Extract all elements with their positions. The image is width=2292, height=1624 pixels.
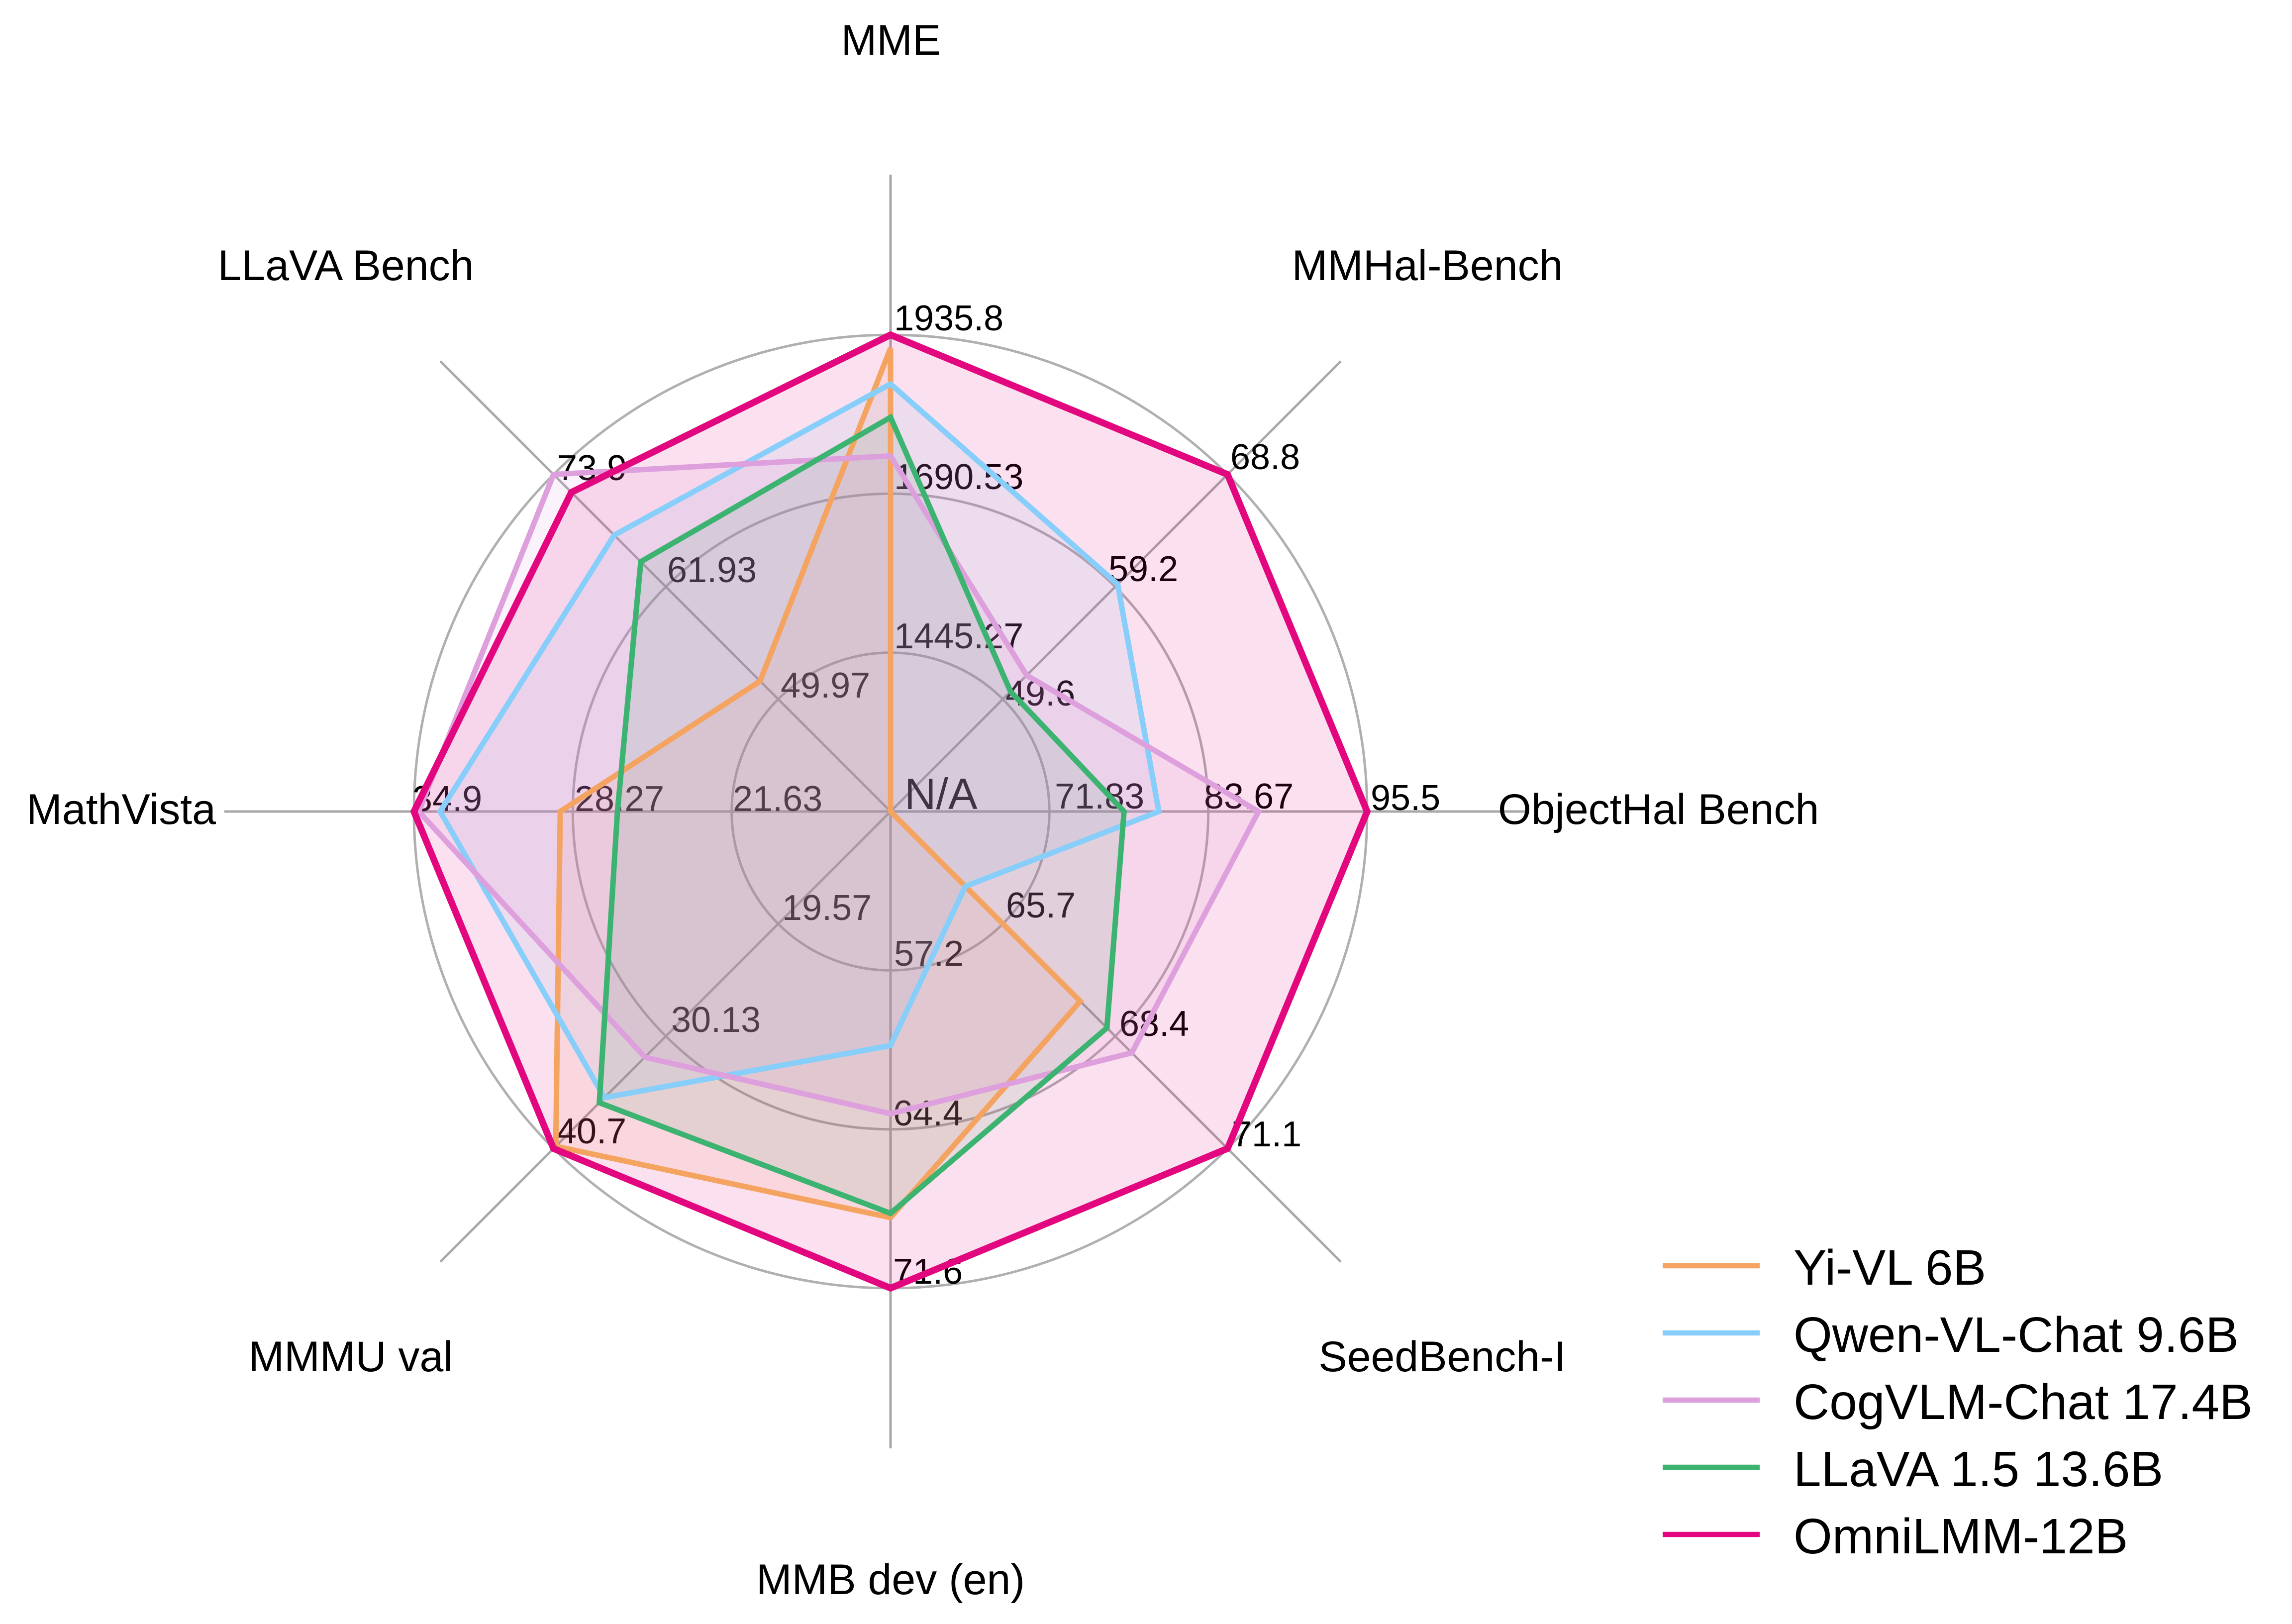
svg-text:19.57: 19.57 <box>782 888 872 928</box>
svg-text:Qwen-VL-Chat 9.6B: Qwen-VL-Chat 9.6B <box>1794 1307 2239 1363</box>
svg-text:30.13: 30.13 <box>671 1000 761 1040</box>
svg-text:MMHal-Bench: MMHal-Bench <box>1292 242 1563 290</box>
svg-text:68.8: 68.8 <box>1230 437 1300 477</box>
svg-text:CogVLM-Chat 17.4B: CogVLM-Chat 17.4B <box>1794 1374 2253 1430</box>
svg-text:21.63: 21.63 <box>733 779 822 819</box>
svg-text:59.2: 59.2 <box>1108 549 1178 589</box>
svg-text:LLaVA 1.5 13.6B: LLaVA 1.5 13.6B <box>1794 1441 2163 1497</box>
svg-text:MMB dev (en): MMB dev (en) <box>756 1556 1025 1604</box>
svg-text:40.7: 40.7 <box>557 1112 626 1151</box>
svg-text:SeedBench-I: SeedBench-I <box>1318 1333 1566 1381</box>
svg-text:1935.8: 1935.8 <box>894 299 1003 338</box>
svg-text:83.67: 83.67 <box>1204 777 1294 816</box>
svg-text:61.93: 61.93 <box>667 550 757 590</box>
svg-text:49.97: 49.97 <box>781 666 870 706</box>
svg-text:Yi-VL 6B: Yi-VL 6B <box>1794 1240 1986 1296</box>
svg-text:LLaVA Bench: LLaVA Bench <box>218 242 474 290</box>
svg-text:MME: MME <box>841 16 941 64</box>
svg-text:65.7: 65.7 <box>1006 886 1076 925</box>
svg-text:MMMU val: MMMU val <box>249 1333 453 1381</box>
svg-text:95.5: 95.5 <box>1371 778 1440 818</box>
svg-text:N/A: N/A <box>904 769 978 818</box>
svg-text:MathVista: MathVista <box>26 786 216 833</box>
svg-text:71.1: 71.1 <box>1232 1115 1301 1154</box>
svg-text:ObjectHal Bench: ObjectHal Bench <box>1498 786 1819 833</box>
svg-text:OmniLMM-12B: OmniLMM-12B <box>1794 1509 2128 1564</box>
